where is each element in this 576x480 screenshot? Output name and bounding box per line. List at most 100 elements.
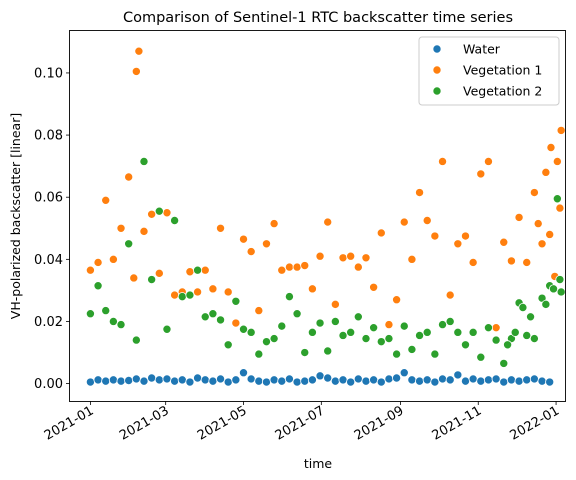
data-point [422, 375, 432, 385]
data-point [139, 156, 149, 166]
data-point [510, 327, 520, 337]
data-point [193, 373, 203, 383]
data-point [430, 377, 440, 387]
data-point [468, 257, 478, 267]
data-point [369, 375, 379, 385]
data-point [476, 352, 486, 362]
data-point [384, 320, 394, 330]
data-point [407, 344, 417, 354]
data-point [170, 376, 180, 386]
data-point [231, 375, 241, 385]
data-point [483, 323, 493, 333]
data-point [208, 376, 218, 386]
data-point [216, 315, 226, 325]
legend-label: Vegetation 2 [463, 84, 542, 99]
data-point [307, 327, 317, 337]
data-point [108, 375, 118, 385]
data-point [522, 257, 532, 267]
data-point [483, 375, 493, 385]
data-point [529, 374, 539, 384]
data-point [392, 373, 402, 383]
data-point [323, 373, 333, 383]
series-water [85, 368, 555, 387]
data-point [460, 231, 470, 241]
data-point [154, 206, 164, 216]
y-tick-label: 0.02 [34, 315, 63, 330]
data-point [438, 156, 448, 166]
data-point [353, 374, 363, 384]
x-tick-label: 2022-01 [508, 403, 563, 443]
data-point [453, 327, 463, 337]
y-tick-label: 0.06 [34, 191, 63, 206]
data-point [93, 281, 103, 291]
data-point [277, 376, 287, 386]
data-point [499, 358, 509, 368]
data-point [330, 299, 340, 309]
data-point [131, 335, 141, 345]
data-point [154, 268, 164, 278]
data-point [223, 340, 233, 350]
data-point [307, 375, 317, 385]
legend-marker [432, 44, 442, 54]
data-point [208, 284, 218, 294]
data-point [284, 292, 294, 302]
data-point [216, 374, 226, 384]
data-point [376, 228, 386, 238]
series-vegetation-2 [85, 156, 566, 368]
legend-label: Vegetation 1 [463, 63, 542, 78]
data-point [269, 334, 279, 344]
legend-marker [432, 86, 442, 96]
data-point [503, 340, 513, 350]
data-point [546, 142, 556, 152]
x-tick-label: 2021-07 [273, 403, 328, 443]
data-point [453, 239, 463, 249]
data-point [361, 253, 371, 263]
data-point [185, 377, 195, 387]
data-point [376, 377, 386, 387]
data-point [460, 376, 470, 386]
y-tick-label: 0.10 [34, 66, 63, 81]
data-point [430, 231, 440, 241]
data-point [407, 254, 417, 264]
data-point [438, 374, 448, 384]
data-point [300, 376, 310, 386]
data-point [468, 374, 478, 384]
x-axis-title: time [304, 456, 333, 471]
legend: Water Vegetation 1 Vegetation 2 [418, 36, 560, 106]
data-point [549, 284, 559, 294]
data-point [323, 346, 333, 356]
data-point [376, 337, 386, 347]
data-point [154, 375, 164, 385]
data-point [514, 212, 524, 222]
series-vegetation-1 [85, 46, 566, 333]
legend-box [418, 36, 560, 106]
data-point [369, 282, 379, 292]
data-point [323, 217, 333, 227]
data-point [223, 287, 233, 297]
data-point [533, 219, 543, 229]
data-point [392, 295, 402, 305]
data-point [269, 219, 279, 229]
data-point [284, 374, 294, 384]
data-point [93, 375, 103, 385]
data-point [537, 239, 547, 249]
legend-label: Water [463, 42, 501, 57]
data-point [453, 370, 463, 380]
data-point [415, 188, 425, 198]
data-point [506, 375, 516, 385]
x-tick-label: 2021-05 [195, 403, 250, 443]
data-point [315, 251, 325, 261]
data-point [147, 275, 157, 285]
data-point [124, 172, 134, 182]
data-point [162, 374, 172, 384]
data-point [514, 376, 524, 386]
data-point [131, 66, 141, 76]
data-point [399, 217, 409, 227]
data-point [200, 265, 210, 275]
data-point [269, 375, 279, 385]
scatter-marks [85, 46, 566, 387]
data-point [369, 323, 379, 333]
data-point [552, 156, 562, 166]
data-point [353, 312, 363, 322]
